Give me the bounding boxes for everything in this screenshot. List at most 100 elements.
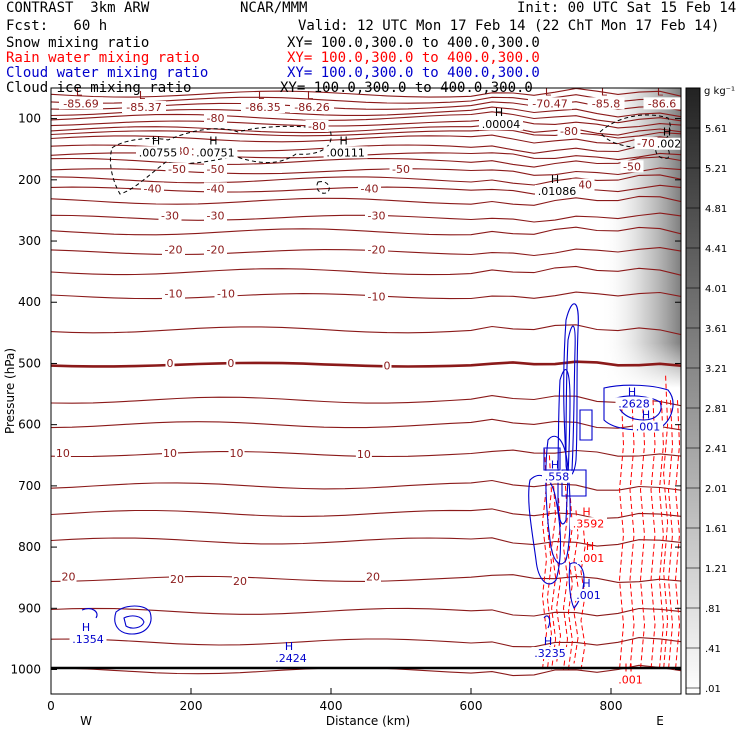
isotherm-label-bg: [162, 243, 185, 256]
extremum-value: .3592: [573, 517, 605, 530]
x-tick-label: 600: [460, 699, 483, 713]
extremum-value-bg: [528, 97, 572, 110]
isotherm-label: 0: [384, 359, 391, 372]
rain-contour: [541, 449, 548, 670]
cloud-water-contour: [561, 469, 587, 497]
extremum-value-bg: [573, 588, 604, 601]
legend-cloud-water-xy: XY= 100.0,300.0 to 400.0,300.0: [287, 65, 540, 81]
plot-frame: [50, 87, 682, 695]
colorbar-label: .81: [705, 604, 721, 615]
extremum-value-bg: [531, 647, 569, 660]
isotherm: [51, 174, 681, 186]
isotherm-label: -30: [161, 209, 179, 222]
snow-contour: [316, 181, 330, 194]
extremum-marker: H: [339, 134, 347, 147]
isotherm-label: -10: [368, 291, 386, 304]
isotherm-label-bg: [204, 182, 227, 195]
isotherm-label: -40: [144, 182, 162, 195]
legend-rain-label: Rain water mixing ratio: [6, 50, 200, 66]
isotherm-label: -50: [168, 163, 186, 176]
extremum-value-bg: [570, 517, 607, 530]
colorbar-label: .41: [705, 644, 721, 655]
isotherm-label-bg: [365, 290, 388, 303]
isotherm-label-bg: [158, 209, 182, 222]
rain-contour: [639, 400, 646, 670]
isotherm: [51, 226, 681, 236]
cloud-water-contour: [545, 435, 571, 565]
legend-cloud-water-label: Cloud water mixing ratio: [6, 65, 209, 81]
cloud-water-contour: [579, 409, 593, 441]
legend-snow-label: Snow mixing ratio: [6, 35, 150, 51]
colorbar-label: 3.61: [705, 324, 727, 335]
isotherm-label: -20: [368, 244, 386, 257]
cloud-water-contour: [565, 325, 576, 476]
isotherm-label-bg: [226, 356, 236, 369]
isotherm-label: -40: [361, 182, 379, 195]
cloud-water-contour: [557, 369, 571, 525]
isotherm: [51, 607, 681, 617]
isotherm-label: -20: [207, 244, 225, 257]
extremum-value: .002: [657, 138, 682, 151]
x-tick-label: 400: [320, 699, 343, 713]
isotherm-label: -20: [165, 244, 183, 257]
extremum-value: .001: [576, 589, 601, 602]
extremum-value: -85.69: [63, 97, 98, 110]
extremum-marker: H: [551, 173, 559, 186]
cloud-water-contour: [123, 615, 145, 629]
colorbar-label: 3.21: [705, 364, 727, 375]
extremum-value: .001: [580, 552, 605, 565]
isotherm-label-bg: [165, 356, 175, 369]
isotherm-label-bg: [365, 209, 388, 222]
extremum-value: .00004: [482, 118, 521, 131]
extremum-value: -70.47: [532, 97, 567, 110]
extremum-marker: H: [82, 621, 90, 634]
x-tick-label: 0: [47, 699, 55, 713]
cloud-water-contour: [81, 608, 98, 619]
rain-contour: [658, 400, 664, 670]
extremum-value-bg: [69, 632, 107, 645]
isotherm-label-bg: [162, 446, 178, 459]
east-end-label: E: [656, 714, 664, 728]
extremum-value: .001: [618, 673, 643, 686]
extremum-value-bg: [272, 651, 310, 664]
extremum-marker: H: [152, 134, 160, 147]
cloud-water-contour: [543, 615, 551, 629]
isotherm-label-bg: [634, 137, 658, 150]
cloud-water-contour: [528, 474, 562, 585]
isotherm-label-bg: [228, 446, 245, 459]
isotherm: [51, 418, 681, 431]
extremum-value-bg: [643, 97, 681, 110]
y-tick-label: 100: [18, 112, 41, 126]
extremum-value-bg: [577, 552, 607, 565]
isotherm-label-bg: [620, 160, 644, 173]
extremum-marker: L: [76, 85, 83, 98]
colorbar: 5.61 5.21 4.81 4.41 4.01 3.61 3.21 2.81 2.41 2.01…: [685, 86, 735, 695]
extremum-value: .00751: [196, 146, 235, 159]
extremum-value-bg: [654, 137, 684, 150]
extrema-labels: L-85.69L-85.37L-86.35L-86.26L-70.47L-85.…: [59, 85, 684, 686]
isotherm-label: 20: [170, 573, 184, 586]
isotherm--50: [51, 167, 681, 176]
extremum-value: -86.35: [245, 101, 280, 114]
isotherm-label: 20: [233, 575, 247, 588]
isotherm-label-bg: [141, 182, 164, 195]
isotherm-label: -80: [560, 125, 578, 138]
extremum-value: -85.37: [126, 101, 161, 114]
y-tick-label: 400: [18, 295, 41, 309]
isotherm: [51, 395, 681, 407]
extremum-value-bg: [587, 97, 625, 110]
legend-rain-xy: XY= 100.0,300.0 to 400.0,300.0: [287, 50, 540, 66]
colorbar-label: 5.21: [705, 164, 727, 175]
isotherm-label-bg: [358, 182, 381, 195]
isotherm-label: -50: [623, 160, 641, 173]
colorbar-label: 5.61: [705, 124, 727, 135]
extremum-marker: H: [285, 640, 293, 653]
isotherm: [51, 537, 681, 547]
extremum-value-bg: [136, 146, 180, 159]
extremum-value: .00111: [326, 146, 365, 159]
y-axis-title: Pressure (hPa): [3, 348, 17, 434]
isotherm: [51, 265, 681, 276]
extremum-value: .1354: [72, 633, 104, 646]
extremum-value: -86.6: [648, 97, 676, 110]
